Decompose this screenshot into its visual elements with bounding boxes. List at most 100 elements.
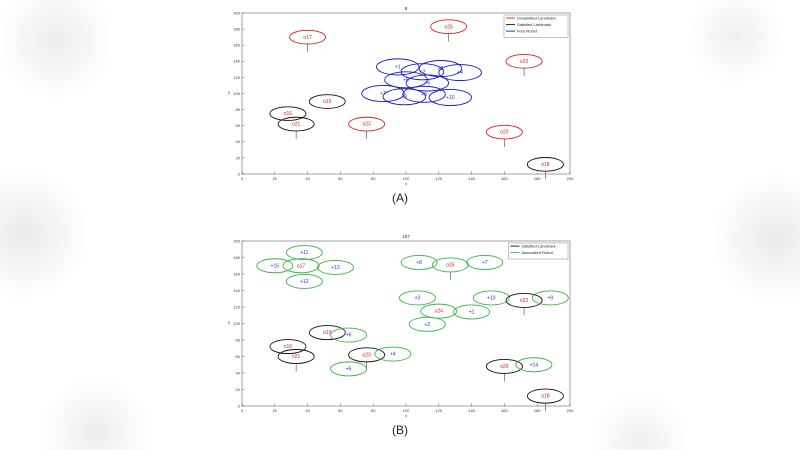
point-label-+10: +10	[446, 95, 455, 101]
x-tick-label: 60	[338, 408, 343, 413]
y-tick-label: 20	[236, 155, 241, 160]
point-label-o18: o18	[541, 394, 550, 400]
x-tick-label: 160	[501, 176, 508, 181]
point-label-o18: o18	[541, 162, 550, 168]
y-tick-label: 0	[238, 171, 241, 176]
x-tick-label: 120	[435, 408, 442, 413]
point-label-+8: +8	[416, 260, 422, 266]
y-tick-label: 160	[233, 271, 240, 276]
point-label-+4: +4	[457, 70, 463, 76]
y-tick-label: 20	[236, 387, 241, 392]
legend-label: Unsatisfied Landmark	[517, 16, 556, 21]
point-label-+12: +12	[300, 279, 309, 285]
chart-svg: 80 20 40 60 80 100 120 140 160 180 200020406080100…	[228, 6, 574, 186]
ellipse-+12	[285, 273, 323, 289]
x-tick-label: 60	[338, 176, 343, 181]
legend-label: Associated Robot	[521, 250, 553, 255]
point-label-+9: +9	[547, 296, 553, 302]
point-label-o16: o16	[284, 344, 293, 350]
point-label-+4: +4	[390, 352, 396, 358]
point-label-+1: +1	[395, 65, 401, 71]
x-tick-label: 160	[501, 408, 508, 413]
legend-box	[508, 242, 569, 260]
y-tick-label: 0	[238, 403, 241, 408]
ellipse-o20	[485, 124, 523, 140]
x-tick-label: 180	[534, 408, 541, 413]
x-tick-label: 20	[273, 408, 278, 413]
y-tick-label: 160	[233, 43, 240, 48]
x-tick-label: 40	[305, 408, 310, 413]
x-tick-label: 80	[371, 176, 376, 181]
x-axis-label: x	[405, 413, 407, 418]
point-label-o25: o25	[444, 24, 453, 30]
point-label-o23: o23	[362, 352, 371, 358]
point-label-o17: o17	[297, 263, 306, 269]
ellipse-+5	[384, 71, 428, 89]
ellipse-o17	[289, 29, 327, 45]
point-label-+7: +7	[482, 260, 488, 266]
chart-a: 8 0 20 40 60 80 100 120 140 160 180 200 0 20 40 60 80 100…	[224, 4, 576, 188]
x-tick-label: 140	[468, 408, 475, 413]
y-tick-label: 180	[233, 27, 240, 32]
figure-column: 8 0 20 40 60 80 100 120 140 160 180 200 0 20 40 60 80 100…	[224, 0, 576, 438]
ellipse-o18	[526, 388, 564, 404]
point-label-o22: o22	[520, 59, 529, 65]
point-label-o20: o20	[500, 130, 509, 136]
y-tick-label: 140	[233, 59, 240, 64]
y-tick-label: 140	[233, 288, 240, 293]
chart-svg: 157 0 20 40 60 80 100 120 140 160 180 200 0 20 40 60 80 1…	[228, 234, 574, 418]
chart-title: 8	[405, 6, 408, 11]
ellipse-+6	[405, 74, 450, 92]
ellipse-o21	[277, 116, 315, 132]
point-label-+1: +1	[469, 310, 475, 316]
point-label-+6: +6	[424, 81, 430, 87]
ellipse-+13	[316, 259, 354, 275]
ellipse-+15	[256, 258, 294, 274]
x-tick-label: 180	[534, 176, 541, 181]
ellipse-+10	[428, 89, 473, 107]
point-label-+15: +15	[271, 263, 280, 269]
ellipse-+5	[330, 361, 368, 377]
point-label-+10: +10	[487, 296, 496, 302]
point-label-o22: o22	[520, 298, 529, 304]
point-label-+2: +2	[420, 69, 426, 75]
ellipse-+7	[361, 84, 405, 102]
y-tick-label: 180	[233, 255, 240, 260]
x-tick-label: 20	[273, 176, 278, 181]
ellipse-o23	[348, 116, 386, 132]
y-tick-label: 100	[233, 91, 240, 96]
x-tick-label: 100	[403, 176, 410, 181]
legend-label: Satisfied Landmark	[517, 22, 551, 27]
point-label-+5: +5	[346, 366, 352, 372]
ellipse-+7	[466, 254, 504, 270]
ellipse-+4	[438, 64, 482, 82]
point-label-+9: +9	[421, 92, 427, 98]
figure-label-b: (B)	[392, 423, 408, 437]
ellipse-o22	[505, 54, 543, 69]
x-tick-label: 40	[305, 176, 310, 181]
point-label-+13: +13	[331, 265, 340, 271]
ellipse-o19	[308, 325, 346, 341]
y-tick-label: 120	[233, 75, 240, 80]
y-tick-label: 200	[233, 10, 240, 15]
ellipse-+2	[408, 316, 446, 332]
ellipse-o23	[348, 347, 386, 363]
y-tick-label: 40	[236, 139, 241, 144]
axes-frame	[241, 12, 571, 175]
ellipse-o18	[526, 157, 564, 172]
point-label-o23: o23	[362, 122, 371, 128]
figure-label-a: (A)	[392, 191, 408, 205]
x-tick-label: 80	[371, 408, 376, 413]
ellipse-+8	[400, 254, 438, 270]
y-axis-label: y	[228, 320, 230, 325]
x-tick-label: 140	[468, 176, 475, 181]
ellipse-+4	[374, 346, 412, 362]
ellipse-o24	[420, 303, 458, 319]
ellipse-o19	[308, 94, 346, 109]
x-tick-label: 100	[403, 408, 410, 413]
ellipse-o25	[430, 19, 468, 34]
point-label-o17: o17	[303, 35, 312, 41]
